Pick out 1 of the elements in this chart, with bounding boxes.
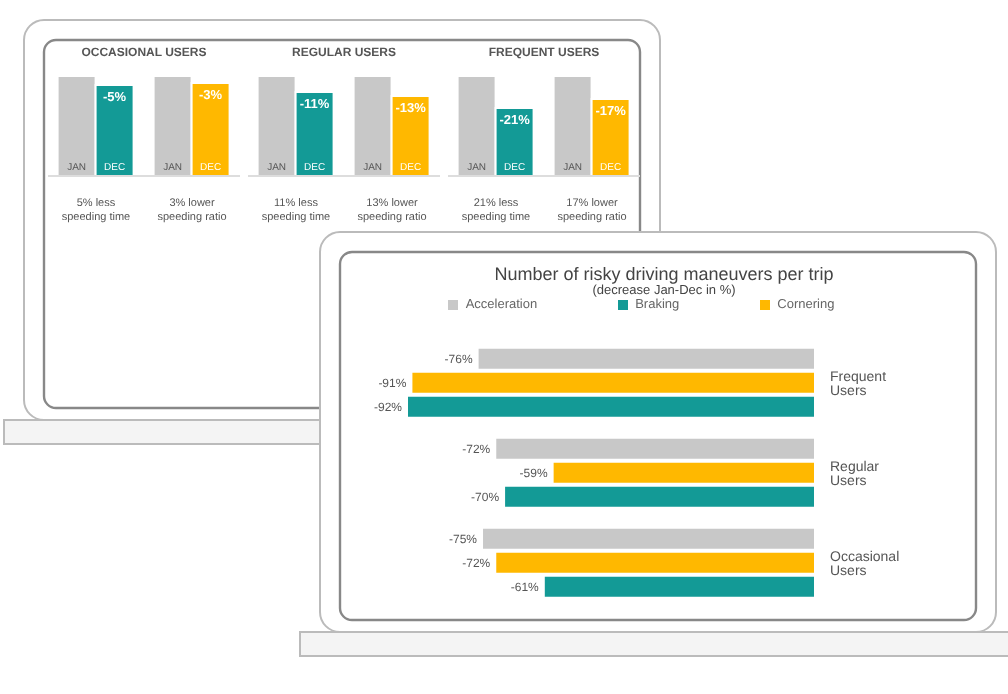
chart-title: Number of risky driving maneuvers per trip [492,264,836,284]
